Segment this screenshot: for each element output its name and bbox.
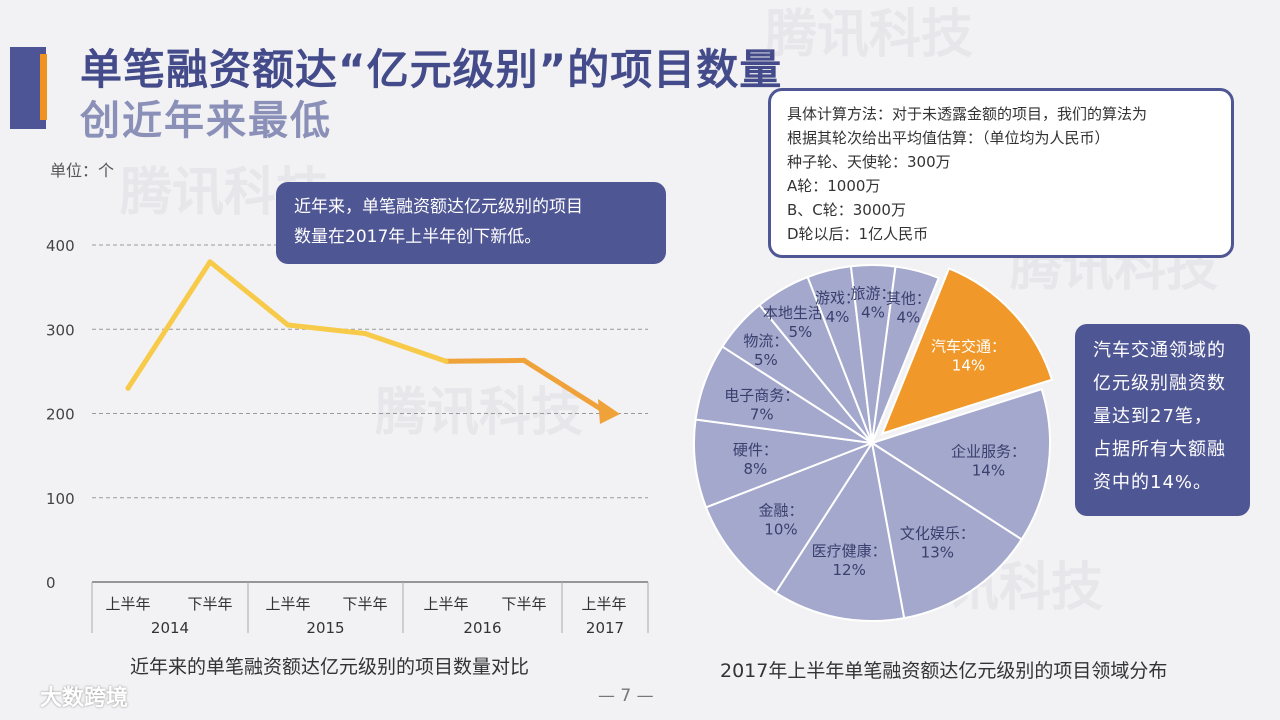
callout-line: 占据所有大额融 xyxy=(1093,439,1226,460)
x-tick-label: 下半年 xyxy=(187,595,232,613)
x-tick-label: 上半年 xyxy=(423,595,468,613)
callout-line: 数量在2017年上半年创下新低。 xyxy=(294,227,542,247)
slice-label: 旅游： xyxy=(850,285,895,303)
data-point xyxy=(521,357,527,363)
slice-label: 游戏： xyxy=(815,289,860,307)
callout-line: 亿元级别融资数 xyxy=(1093,373,1226,394)
series-segment xyxy=(285,322,368,336)
slice-value: 14% xyxy=(972,462,1005,480)
insight-callout-top: 近年来，单笔融资额达亿元级别的项目 数量在2017年上半年创下新低。 xyxy=(276,182,666,264)
method-line: B、C轮：3000万 xyxy=(787,201,906,219)
slice-label: 企业服务： xyxy=(951,443,1026,461)
x-group-label: 2017 xyxy=(586,619,624,637)
callout-line: 汽车交通领域的 xyxy=(1093,340,1226,361)
pie-slice xyxy=(880,267,1054,436)
data-point xyxy=(362,330,368,336)
pie-chart-caption: 2017年上半年单笔融资额达亿元级别的项目领域分布 xyxy=(720,660,1168,682)
slice-value: 4% xyxy=(861,304,885,322)
slice-label: 硬件： xyxy=(733,441,778,459)
data-point xyxy=(285,322,291,328)
x-tick-label: 上半年 xyxy=(581,595,626,613)
trend-arrow xyxy=(598,398,620,424)
pie-slice xyxy=(774,440,906,622)
callout-line: 资中的14%。 xyxy=(1093,472,1213,493)
pie-slice xyxy=(704,440,875,595)
method-line: 根据其轮次给出平均值估算：（单位均为人民币） xyxy=(787,129,1110,147)
series-segment xyxy=(207,259,291,328)
title-accent-stripe xyxy=(40,54,47,120)
data-point xyxy=(207,259,213,265)
slice-label: 医疗健康： xyxy=(812,542,887,560)
method-line: 种子轮、天使轮：300万 xyxy=(787,153,951,171)
method-line: D轮以后：1亿人民币 xyxy=(787,225,929,243)
slice-value: 4% xyxy=(896,308,920,326)
slice-value: 5% xyxy=(788,323,812,341)
x-group-label: 2015 xyxy=(306,619,344,637)
y-axis-unit: 单位：个 xyxy=(50,161,115,180)
series-segment xyxy=(125,259,213,391)
callout-line: 近年来，单笔融资额达亿元级别的项目 xyxy=(294,197,583,217)
slice-value: 14% xyxy=(952,357,985,375)
callout-line: 量达到27笔， xyxy=(1093,406,1213,427)
x-group-label: 2014 xyxy=(151,619,189,637)
data-point xyxy=(125,385,131,391)
x-tick-label: 下半年 xyxy=(501,595,546,613)
y-tick-label: 200 xyxy=(46,406,75,424)
pie-slice xyxy=(870,440,1024,620)
y-tick-label: 0 xyxy=(46,574,56,592)
slice-value: 13% xyxy=(921,544,954,562)
series-segment xyxy=(362,330,449,364)
slice-label: 电子商务： xyxy=(724,386,799,404)
page-number: — 7 — xyxy=(598,686,654,706)
slice-value: 8% xyxy=(743,460,767,478)
x-tick-label: 上半年 xyxy=(265,595,310,613)
y-tick-label: 400 xyxy=(46,237,75,255)
footer-logo: 大数跨境 xyxy=(40,686,129,711)
x-group-label: 2016 xyxy=(463,619,501,637)
pie-slice xyxy=(871,265,940,444)
series-segment xyxy=(443,357,527,364)
series-segment xyxy=(521,357,607,414)
slice-value: 7% xyxy=(750,405,774,423)
slice-label: 汽车交通： xyxy=(931,338,1006,356)
pie-slice xyxy=(869,387,1051,541)
slice-value: 4% xyxy=(826,308,850,326)
x-tick-label: 上半年 xyxy=(105,595,150,613)
method-line: A轮：1000万 xyxy=(787,177,881,195)
slice-label: 其他： xyxy=(886,289,931,307)
slice-label: 物流： xyxy=(743,332,788,350)
slice-value: 12% xyxy=(833,561,866,579)
slice-label: 文化娱乐： xyxy=(900,525,975,543)
slice-value: 5% xyxy=(754,351,778,369)
data-point xyxy=(443,358,449,364)
slice-value: 10% xyxy=(764,520,797,538)
y-tick-label: 300 xyxy=(46,321,75,339)
page-subtitle: 创近年来最低 xyxy=(80,98,332,144)
page-title: 单笔融资额达“亿元级别”的项目数量 xyxy=(80,45,783,94)
method-line: 具体计算方法：对于未透露金额的项目，我们的算法为 xyxy=(787,105,1148,123)
line-chart-caption: 近年来的单笔融资额达亿元级别的项目数量对比 xyxy=(130,656,530,678)
calculation-method-box: 具体计算方法：对于未透露金额的项目，我们的算法为 根据其轮次给出平均值估算：（单… xyxy=(768,88,1234,258)
insight-callout-right: 汽车交通领域的 亿元级别融资数 量达到27笔， 占据所有大额融 资中的14%。 xyxy=(1075,324,1250,516)
y-tick-label: 100 xyxy=(46,490,75,508)
x-tick-label: 下半年 xyxy=(342,595,387,613)
pie-slice xyxy=(693,418,873,509)
slice-label: 金融： xyxy=(758,501,803,519)
